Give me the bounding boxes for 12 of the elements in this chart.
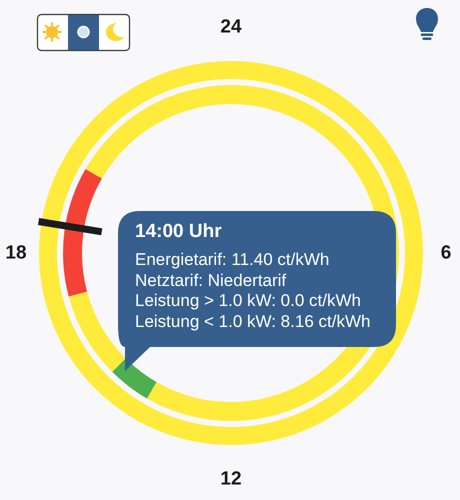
- text: 12: [220, 468, 242, 490]
- text: 18: [5, 242, 27, 264]
- donut-slice: [68, 292, 126, 372]
- text: Leistung < 1.0 kW: 8.16 ct/kWh: [135, 312, 370, 332]
- text: 14:00 Uhr: [135, 221, 222, 242]
- donut-slice: [63, 169, 102, 297]
- text: 6: [440, 242, 452, 264]
- text: 24: [220, 16, 242, 38]
- text: Leistung > 1.0 kW: 0.0 ct/kWh: [135, 291, 361, 311]
- text: Netztarif: Niedertarif: [135, 270, 286, 290]
- donut-slice: [112, 358, 157, 399]
- text: Energietarif: 11.40 ct/kWh: [135, 250, 330, 270]
